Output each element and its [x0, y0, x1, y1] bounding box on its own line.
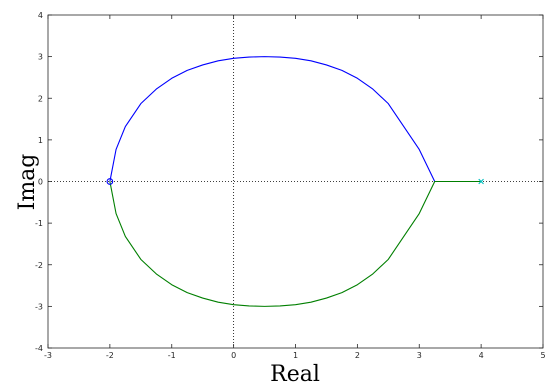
y-tick-label: 3	[38, 53, 43, 62]
x-tick-label: -1	[168, 351, 176, 360]
x-tick-label: 5	[540, 351, 545, 360]
x-tick-label: 3	[417, 351, 422, 360]
locus-branch-2	[109, 180, 482, 307]
x-tick-label: -2	[106, 351, 114, 360]
y-tick-label: -2	[35, 261, 43, 270]
y-tick-label: 1	[38, 136, 43, 145]
y-tick-label: -1	[35, 219, 43, 228]
y-tick-label: 2	[38, 94, 43, 103]
x-tick-label: 2	[355, 351, 360, 360]
x-tick-label: 0	[231, 351, 236, 360]
y-tick-label: 4	[38, 11, 43, 20]
x-tick-label: -3	[44, 351, 52, 360]
y-tick-label: -3	[35, 302, 43, 311]
y-tick-label: -4	[35, 344, 43, 353]
y-axis-label: Imag	[15, 154, 40, 211]
x-tick-label: 4	[479, 351, 484, 360]
x-tick-label: 1	[293, 351, 298, 360]
y-tick-label: 0	[38, 178, 43, 187]
zero-marker	[106, 178, 114, 185]
x-axis-label: Real	[270, 362, 320, 383]
pole-marker	[478, 178, 484, 185]
locus-branch-1	[109, 56, 482, 183]
